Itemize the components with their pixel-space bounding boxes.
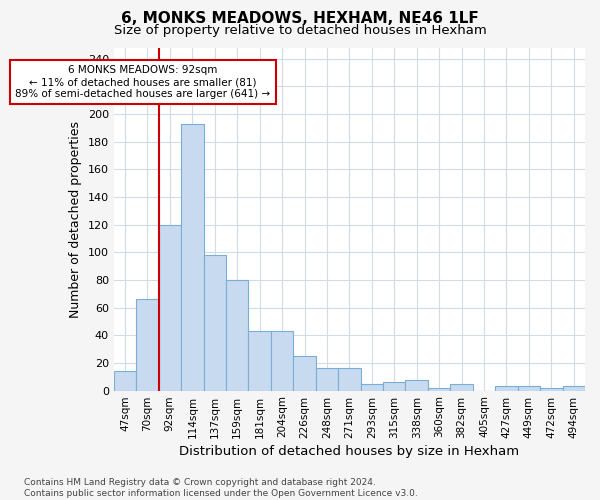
Bar	[451, 384, 473, 390]
X-axis label: Distribution of detached houses by size in Hexham: Distribution of detached houses by size …	[179, 444, 520, 458]
Bar	[248, 331, 271, 390]
Y-axis label: Number of detached properties: Number of detached properties	[69, 120, 82, 318]
Bar	[383, 382, 406, 390]
Bar	[316, 368, 338, 390]
Bar	[338, 368, 361, 390]
Bar	[406, 380, 428, 390]
Text: 6, MONKS MEADOWS, HEXHAM, NE46 1LF: 6, MONKS MEADOWS, HEXHAM, NE46 1LF	[121, 11, 479, 26]
Bar	[540, 388, 563, 390]
Bar	[271, 331, 293, 390]
Text: Size of property relative to detached houses in Hexham: Size of property relative to detached ho…	[113, 24, 487, 37]
Bar	[293, 356, 316, 390]
Text: 6 MONKS MEADOWS: 92sqm
← 11% of detached houses are smaller (81)
89% of semi-det: 6 MONKS MEADOWS: 92sqm ← 11% of detached…	[16, 66, 271, 98]
Bar	[428, 388, 451, 390]
Bar	[203, 255, 226, 390]
Bar	[181, 124, 203, 390]
Bar	[114, 371, 136, 390]
Bar	[518, 386, 540, 390]
Bar	[563, 386, 585, 390]
Bar	[226, 280, 248, 390]
Bar	[361, 384, 383, 390]
Text: Contains HM Land Registry data © Crown copyright and database right 2024.
Contai: Contains HM Land Registry data © Crown c…	[24, 478, 418, 498]
Bar	[158, 224, 181, 390]
Bar	[136, 300, 158, 390]
Bar	[495, 386, 518, 390]
